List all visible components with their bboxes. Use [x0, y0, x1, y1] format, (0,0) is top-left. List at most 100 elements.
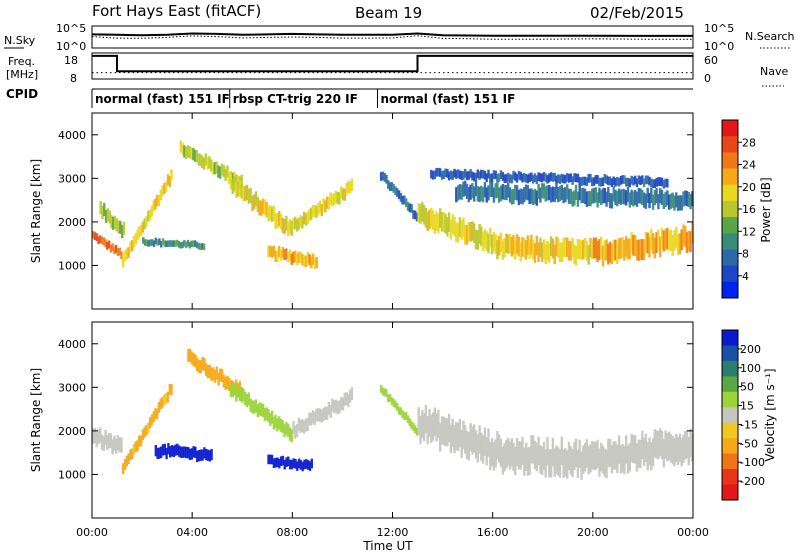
- power-data: [92, 140, 694, 269]
- data-cell: [265, 407, 268, 421]
- data-cell: [160, 446, 163, 458]
- data-cell: [287, 220, 290, 237]
- data-cell: [336, 401, 339, 415]
- data-cell: [152, 200, 155, 212]
- freq-tick-top: 18: [64, 54, 78, 67]
- data-cell: [671, 436, 674, 465]
- data-cell: [122, 256, 125, 268]
- data-cell: [381, 171, 385, 181]
- data-cell: [312, 253, 315, 265]
- data-cell: [424, 208, 428, 228]
- data-cell: [181, 241, 184, 249]
- data-cell: [505, 185, 508, 201]
- data-cell: [318, 200, 322, 213]
- data-cell: [596, 439, 599, 468]
- data-cell: [512, 188, 515, 204]
- data-cell: [668, 431, 671, 460]
- data-cell: [405, 412, 408, 420]
- data-cell: [639, 188, 642, 204]
- data-cell: [630, 189, 633, 205]
- data-cell: [430, 414, 433, 443]
- data-cell: [406, 202, 410, 211]
- data-cell: [310, 412, 313, 426]
- data-cell: [685, 232, 689, 253]
- data-cell: [315, 408, 318, 422]
- data-cell: [478, 224, 481, 244]
- data-cell: [325, 406, 329, 420]
- data-cell: [428, 408, 431, 438]
- data-cell: [632, 234, 635, 256]
- data-cell: [254, 191, 258, 207]
- data-cell: [496, 431, 499, 460]
- data-cell: [617, 238, 621, 260]
- data-cell: [589, 173, 592, 183]
- data-cell: [261, 198, 265, 214]
- data-cell: [507, 182, 510, 198]
- data-cell: [439, 208, 442, 228]
- time-tick-label: 16:00: [477, 526, 509, 539]
- data-cell: [269, 245, 272, 257]
- data-cell: [660, 177, 664, 187]
- data-cell: [109, 433, 113, 449]
- data-cell: [671, 192, 674, 208]
- data-cell: [115, 218, 118, 232]
- data-cell: [619, 189, 623, 205]
- data-cell: [637, 188, 640, 204]
- data-cell: [177, 241, 181, 248]
- data-cell: [325, 196, 329, 209]
- data-cell: [691, 222, 694, 244]
- data-cell: [508, 233, 512, 254]
- data-cell: [179, 446, 183, 458]
- data-cell: [451, 214, 454, 234]
- data-cell: [278, 245, 281, 258]
- data-cell: [592, 177, 596, 186]
- velocity-colorbar-tick-label: 50: [740, 381, 754, 394]
- data-cell: [558, 242, 562, 263]
- data-cell: [671, 234, 674, 256]
- data-cell: [505, 174, 508, 183]
- data-cell: [623, 445, 626, 475]
- data-cell: [628, 178, 631, 188]
- power-colorbar-label: Power [dB]: [759, 177, 773, 242]
- data-cell: [150, 414, 154, 426]
- data-cell: [480, 226, 483, 247]
- data-cell: [594, 175, 597, 184]
- data-cell: [646, 175, 649, 185]
- data-cell: [385, 389, 388, 397]
- data-cell: [514, 240, 517, 260]
- data-cell: [190, 351, 194, 365]
- data-cell: [421, 201, 424, 222]
- data-cell: [190, 240, 193, 248]
- data-cell: [558, 175, 562, 184]
- data-cell: [651, 194, 655, 210]
- data-cell: [626, 445, 630, 474]
- data-cell: [199, 243, 202, 250]
- data-cell: [129, 241, 132, 253]
- data-cell: [585, 177, 589, 187]
- data-cell: [673, 438, 676, 467]
- velocity-colorbar-tick-label: -200: [740, 475, 765, 488]
- data-cell: [95, 431, 98, 448]
- data-cell: [108, 210, 111, 224]
- data-cell: [678, 195, 682, 211]
- data-cell: [156, 239, 159, 246]
- data-cell: [483, 170, 487, 180]
- data-cell: [324, 200, 327, 213]
- data-cell: [521, 189, 524, 205]
- data-cell: [571, 448, 574, 478]
- data-cell: [544, 173, 547, 182]
- data-cell: [637, 175, 640, 185]
- data-cell: [449, 219, 453, 240]
- data-cell: [97, 429, 100, 445]
- data-cell: [331, 194, 334, 207]
- data-cell: [598, 239, 601, 260]
- data-cell: [233, 382, 236, 396]
- data-cell: [161, 238, 165, 245]
- data-cell: [533, 188, 537, 204]
- data-cell: [120, 251, 123, 260]
- data-cell: [168, 383, 171, 395]
- data-cell: [471, 183, 474, 199]
- velocity-y-tick-label: 4000: [58, 338, 86, 351]
- data-cell: [583, 237, 587, 258]
- data-cell: [308, 254, 311, 266]
